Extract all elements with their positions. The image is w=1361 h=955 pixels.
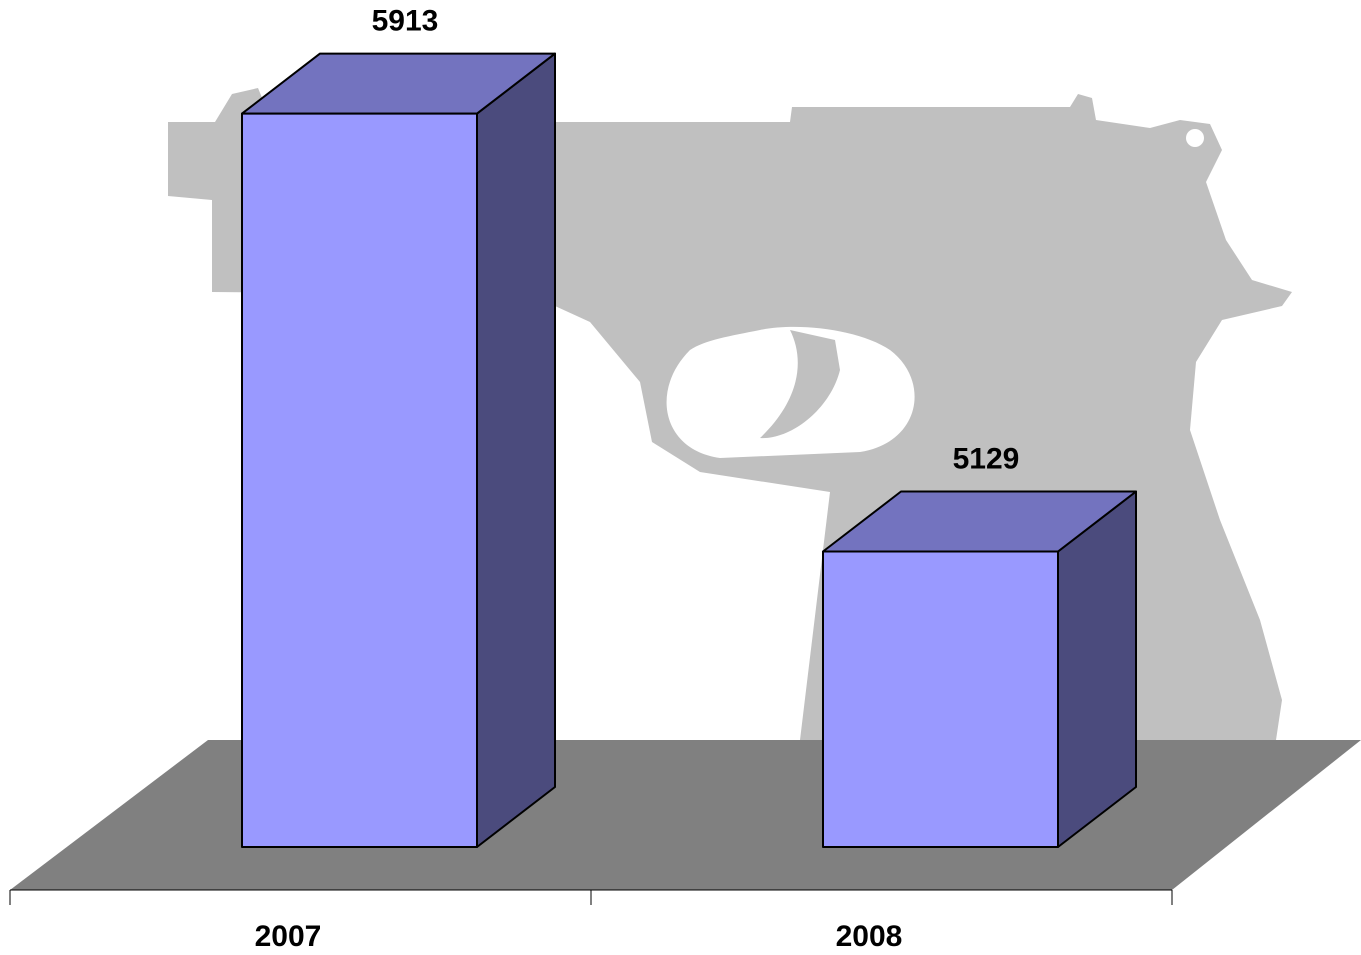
plot-area: 5913 2007 5129 2008 [9, 5, 1361, 953]
data-label: 5913 [372, 5, 439, 38]
bar [822, 550, 1059, 848]
bar-side [476, 52, 556, 848]
data-label: 5129 [953, 442, 1020, 475]
bar-side [1057, 490, 1137, 848]
bar [241, 112, 478, 849]
floor [10, 740, 1361, 890]
x-tick-label: 2008 [836, 920, 903, 953]
x-tick-label: 2007 [255, 920, 322, 953]
